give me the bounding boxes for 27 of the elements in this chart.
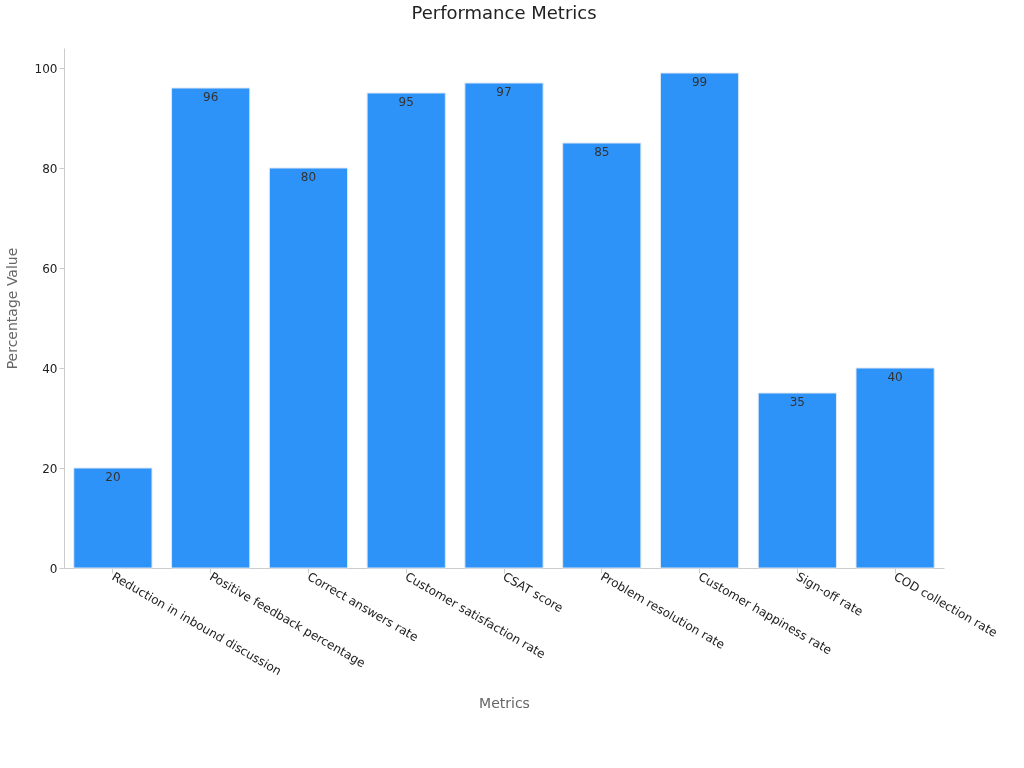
data-label: 80 [300,170,317,184]
bar [73,467,153,569]
bar [366,92,446,569]
y-tick-label: 0 [49,561,58,576]
bar [268,167,349,569]
y-tick-label: 100 [34,61,58,76]
data-label: 95 [398,95,414,109]
y-tick-label: 40 [42,361,58,376]
data-label: 40 [887,370,903,384]
y-tick-label: 80 [42,161,58,176]
data-label: 35 [789,395,805,409]
y-tick-label: 60 [42,261,58,276]
data-label: 85 [594,145,610,159]
bar [855,367,935,569]
chart-title: Performance Metrics [411,2,597,23]
bar [171,87,251,569]
y-axis-title: Percentage Value [3,247,20,370]
x-axis-title: Metrics [479,695,530,712]
data-label: 99 [691,75,708,89]
data-label: 96 [203,90,219,104]
bar [464,82,544,569]
bar [562,142,642,569]
y-tick-label: 20 [42,461,58,476]
bar [757,392,837,569]
data-label: 20 [105,470,121,484]
data-label: 97 [496,85,512,99]
bar [659,72,740,569]
